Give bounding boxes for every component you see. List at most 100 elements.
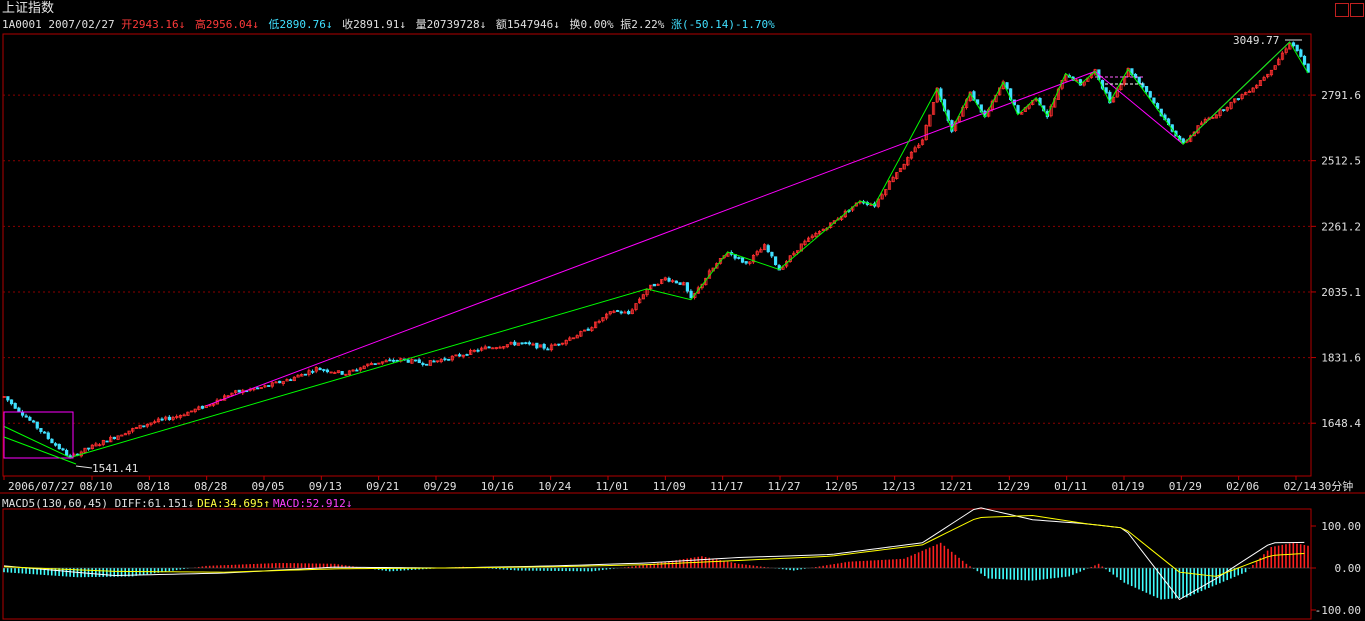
macd-tick-label: 100.00 [1321,520,1361,533]
window-maximize-button[interactable] [1350,3,1364,17]
candle-body [178,414,183,418]
candle-body [1229,101,1233,109]
candle-body [582,329,587,332]
candle-body [366,363,370,367]
candle-body [35,421,39,429]
amplitude-label: 振 [620,18,632,31]
candle-body [186,411,190,416]
candle-body [814,232,818,238]
candle-body [1214,114,1218,119]
candle-body [524,342,528,345]
macd-diff-value: DIFF:61.151 [114,497,188,510]
candle-body [549,344,554,351]
candle-body [1251,87,1255,93]
high-mark-label: 3049.77 [1233,34,1279,47]
candle-body [1133,73,1138,79]
candle-body [920,139,925,145]
candle-body [351,369,355,372]
candle-body [1155,103,1160,109]
candle-body [671,280,675,283]
candle-body [120,434,124,437]
candle-body [476,349,480,352]
open-value: 2943.16 [132,18,179,31]
candle-body [428,360,432,366]
candle-body [483,346,487,350]
candle-body [663,277,667,281]
amplitude-value: 2.22% [631,18,665,31]
candle-body [175,416,179,418]
quote-date: 2007/02/27 [48,18,115,31]
price-tick-label: 1648.4 [1321,417,1361,430]
macd-indicator-name[interactable]: MACD5(130,60,45) [2,497,108,510]
candle-body [722,255,726,259]
candle-body [579,331,583,337]
macd-legend: MACD5(130,60,45) DIFF:61.151↓ DEA:34.695↑… [2,497,355,511]
candle-body [564,339,568,345]
candle-body [436,360,440,363]
candle-body [329,371,333,374]
candle-body [347,370,352,376]
candle-body [123,433,128,436]
candle-body [197,406,201,410]
candle-body [167,416,172,421]
candle-body [461,354,465,357]
candle-body [1218,109,1222,116]
candle-body [1262,77,1266,81]
candle-body [1233,98,1237,103]
candle-body [439,359,443,363]
candle-body [300,374,304,377]
x-tick-label: 01/19 [1111,480,1144,493]
change-value: (-50.14)-1.70% [682,18,775,31]
candle-body [256,387,260,390]
candle-body [421,362,425,365]
candle-body [880,194,884,200]
candle-body [9,399,14,405]
candle-body [384,360,388,363]
candle-body [145,424,150,427]
candle-body [278,380,282,384]
candle-body [619,311,623,314]
trend-line [1094,70,1184,145]
candle-body [1078,79,1083,86]
candle-body [1225,107,1229,111]
candle-body [54,443,58,446]
candle-body [28,416,32,421]
candle-body [127,430,131,435]
candle-body [884,189,888,196]
x-tick-label: 02/14 [1283,480,1316,493]
candle-body [131,428,135,432]
candle-body [50,438,54,444]
candle-body [340,371,344,375]
candle-body [1299,49,1303,57]
x-tick-label: 02/06 [1226,480,1259,493]
high-label: 高 [194,18,206,31]
candle-body [755,251,759,256]
candle-body [292,376,296,382]
candle-body [94,443,98,447]
candle-body [98,444,102,447]
candle-body [417,359,421,364]
candle-body [630,309,634,315]
candle-body [505,344,510,348]
window-minimize-button[interactable] [1335,3,1349,17]
candle-body [134,427,139,429]
x-tick-label: 2006/07/27 [8,480,74,493]
candle-body [208,404,212,407]
candle-body [513,341,517,346]
candle-body [895,172,899,179]
arrow-up-icon: ↑ [263,497,270,510]
candle-body [289,379,293,382]
turnover-value: 0.00% [580,18,614,31]
candle-body [252,388,256,391]
candle-body [696,287,701,294]
candle-body [454,354,458,357]
candle-body [487,346,491,349]
candle-body [156,418,161,423]
candle-body [193,408,197,412]
candle-body [1144,85,1149,92]
candle-body [498,346,502,349]
candle-body [740,257,745,263]
candle-body [105,440,109,443]
